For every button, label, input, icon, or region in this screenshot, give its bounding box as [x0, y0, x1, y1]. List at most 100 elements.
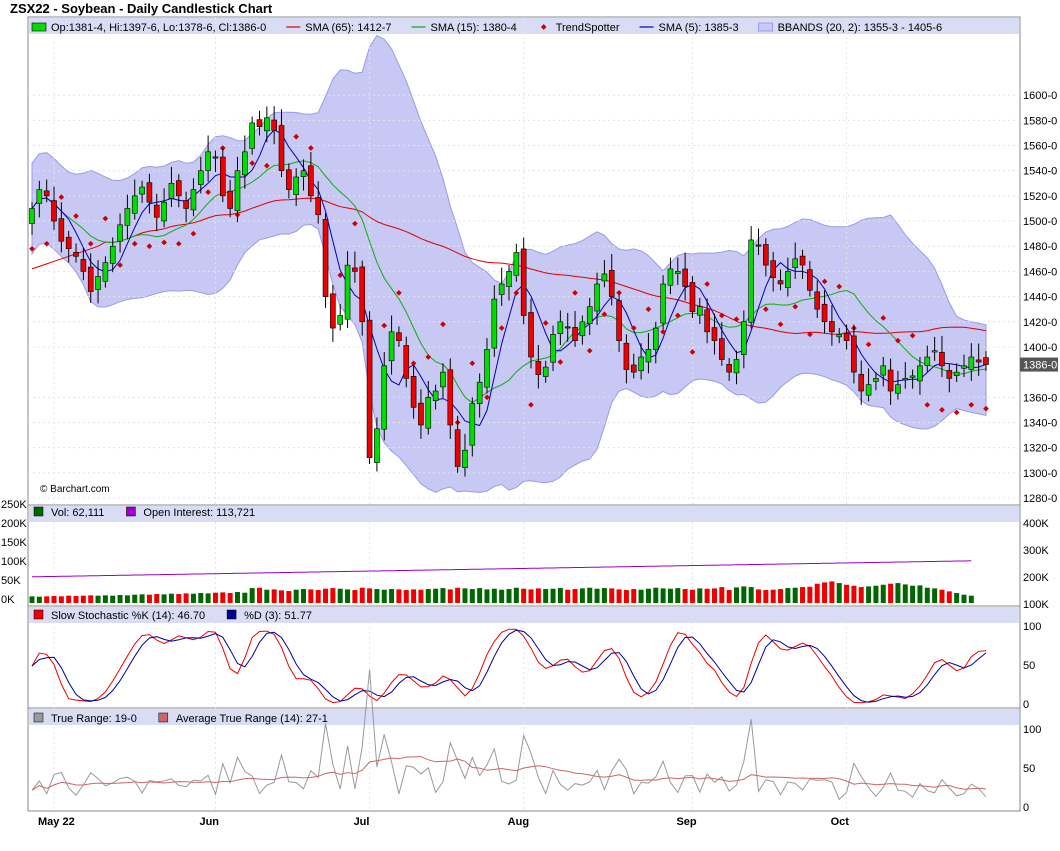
volume-bar: [484, 589, 490, 603]
last-price-tag: [1020, 357, 1058, 372]
candle-body: [858, 374, 865, 392]
candle-body: [330, 293, 336, 329]
square-icon: [226, 609, 237, 620]
candle: [36, 180, 43, 218]
volume-right-tick: 300K: [1023, 545, 1049, 557]
candle-body: [29, 208, 35, 224]
candle: [741, 310, 747, 369]
volume-bar: [330, 588, 336, 603]
price-tick-label: 1360-0: [1023, 392, 1057, 404]
volume-bar: [587, 587, 593, 603]
candle-body: [873, 378, 879, 382]
candle: [308, 151, 314, 203]
candle: [396, 326, 402, 347]
volume-bar: [491, 588, 497, 603]
candle-body: [616, 300, 622, 341]
volume-left-tick: 200K: [1, 518, 27, 530]
volume-bar: [888, 583, 894, 603]
legend-item: SMA (5): 1385-3: [639, 22, 739, 34]
trendspotter-dot: [205, 189, 211, 195]
trendspotter-dot: [674, 312, 681, 319]
candle-body: [212, 156, 219, 159]
candle: [300, 159, 307, 191]
trendspotter-dot: [131, 240, 138, 247]
legend-item: Open Interest: 113,721: [126, 506, 255, 519]
volume-bar: [682, 589, 688, 603]
legend-text: Open Interest: 113,721: [143, 507, 255, 519]
candle: [799, 249, 806, 279]
candle-body: [315, 197, 322, 216]
volume-bar: [242, 592, 248, 603]
volume-bar: [851, 585, 857, 603]
candle-body: [234, 170, 241, 212]
price-tick-label: 1480-0: [1023, 241, 1057, 253]
volume-bar: [102, 595, 108, 603]
candle: [704, 298, 710, 344]
candle: [161, 188, 167, 228]
candle: [168, 166, 175, 208]
candle: [117, 213, 123, 253]
candle: [572, 311, 578, 347]
price-tick-label: 1520-0: [1023, 191, 1057, 203]
x-tick-label: Jul: [354, 816, 370, 828]
candle-body: [146, 182, 153, 203]
candle: [381, 351, 388, 441]
candle-body: [792, 258, 799, 268]
volume-bar: [58, 596, 64, 603]
volume-bar: [323, 588, 329, 603]
candle: [961, 354, 967, 378]
candle-body: [821, 303, 828, 323]
candle: [498, 267, 505, 306]
volume-bar: [601, 588, 607, 603]
candle-body: [711, 327, 718, 341]
volume-bar: [550, 588, 556, 603]
last-price-label: 1386-0: [1023, 360, 1057, 372]
volume-bar: [697, 588, 703, 603]
trendspotter-dot: [440, 321, 446, 328]
candle: [249, 116, 255, 155]
volume-right-tick: 400K: [1023, 518, 1049, 530]
candle-body: [65, 236, 72, 250]
candle-body: [961, 365, 967, 369]
volume-bar: [249, 588, 255, 603]
candle: [542, 360, 549, 383]
candle: [887, 358, 894, 405]
candle-body: [102, 262, 109, 282]
candle: [374, 417, 380, 472]
candle-body: [579, 321, 586, 337]
volume-bar: [572, 589, 578, 603]
price-tick-label: 1540-0: [1023, 166, 1057, 178]
candle: [484, 338, 490, 394]
candle-body: [344, 264, 351, 320]
candle-body: [506, 271, 512, 287]
volume-bar: [653, 587, 659, 603]
volume-bar: [910, 585, 916, 603]
trendspotter-dot: [719, 312, 725, 319]
trendspotter-dot: [586, 347, 593, 354]
candle: [557, 310, 564, 346]
volume-bar: [814, 583, 820, 603]
x-tick-label: Jun: [199, 816, 219, 828]
volume-left-tick: 50K: [1, 575, 21, 587]
candle-body: [300, 170, 307, 177]
legend-text: True Range: 19-0: [51, 713, 137, 725]
candle: [975, 343, 982, 376]
volume-bar: [565, 589, 571, 603]
candle: [139, 180, 145, 203]
volume-bar: [741, 586, 747, 603]
candle-body: [572, 327, 578, 341]
volume-bar: [315, 590, 321, 603]
volume-bar: [117, 595, 123, 603]
volume-bar: [675, 588, 681, 603]
volume-bar: [425, 589, 431, 603]
square-icon: [126, 506, 136, 517]
price-tick-label: 1320-0: [1023, 443, 1057, 455]
stochastic-lines: [31, 628, 987, 704]
candle: [528, 298, 534, 369]
candle-body: [917, 365, 923, 382]
candle-body: [770, 260, 776, 279]
candle-body: [608, 270, 615, 297]
candle: [821, 290, 828, 334]
volume-bar: [499, 589, 505, 603]
volume-bar: [844, 584, 850, 603]
